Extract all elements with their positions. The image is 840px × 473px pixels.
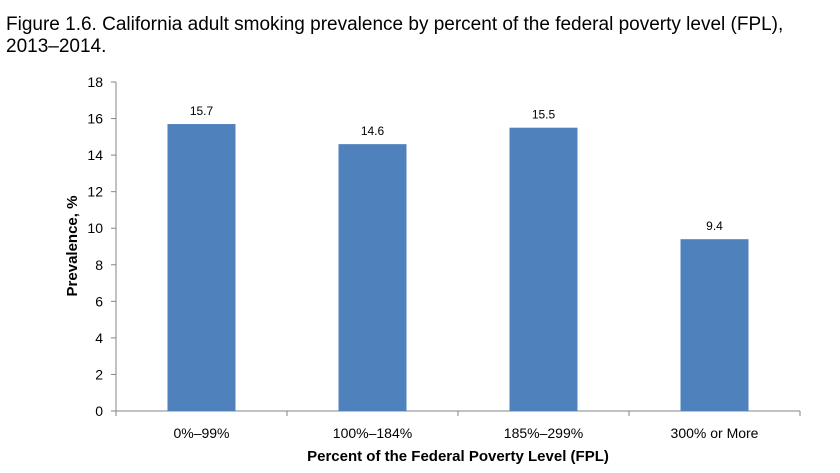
x-category-label: 185%–299% [504,425,583,441]
y-tick-label: 14 [87,147,103,163]
y-tick-label: 16 [87,111,103,127]
y-tick-label: 8 [95,257,103,273]
bar-3 [509,127,578,411]
data-label: 14.6 [361,124,385,138]
x-axis-title: Percent of the Federal Poverty Level (FP… [307,448,609,465]
x-category-label: 300% or More [671,425,759,441]
chart-labels: 15.7 0%–99% 14.6 100%–184% 15.5 185%–299% 9.4 3… [64,104,759,465]
data-label: 15.5 [532,108,556,122]
figure-title: Figure 1.6. California adult smoking pre… [6,14,784,57]
y-tick-label: 12 [87,184,103,200]
y-tick-label: 0 [95,403,103,419]
y-tick-label: 6 [95,293,103,309]
x-category-label: 0%–99% [173,425,229,441]
data-label: 15.7 [190,104,214,118]
x-category-label: 100%–184% [333,425,412,441]
y-tick-label: 10 [87,220,103,236]
data-label: 9.4 [706,219,723,233]
bar-1 [167,124,236,412]
y-tick-label: 4 [95,330,103,346]
bar-2 [338,144,407,411]
y-axis-title: Prevalence, % [64,196,81,297]
y-tick-label: 18 [87,74,103,90]
bar-4 [680,239,749,411]
chart-bars [167,124,749,412]
y-tick-label: 2 [95,366,103,382]
